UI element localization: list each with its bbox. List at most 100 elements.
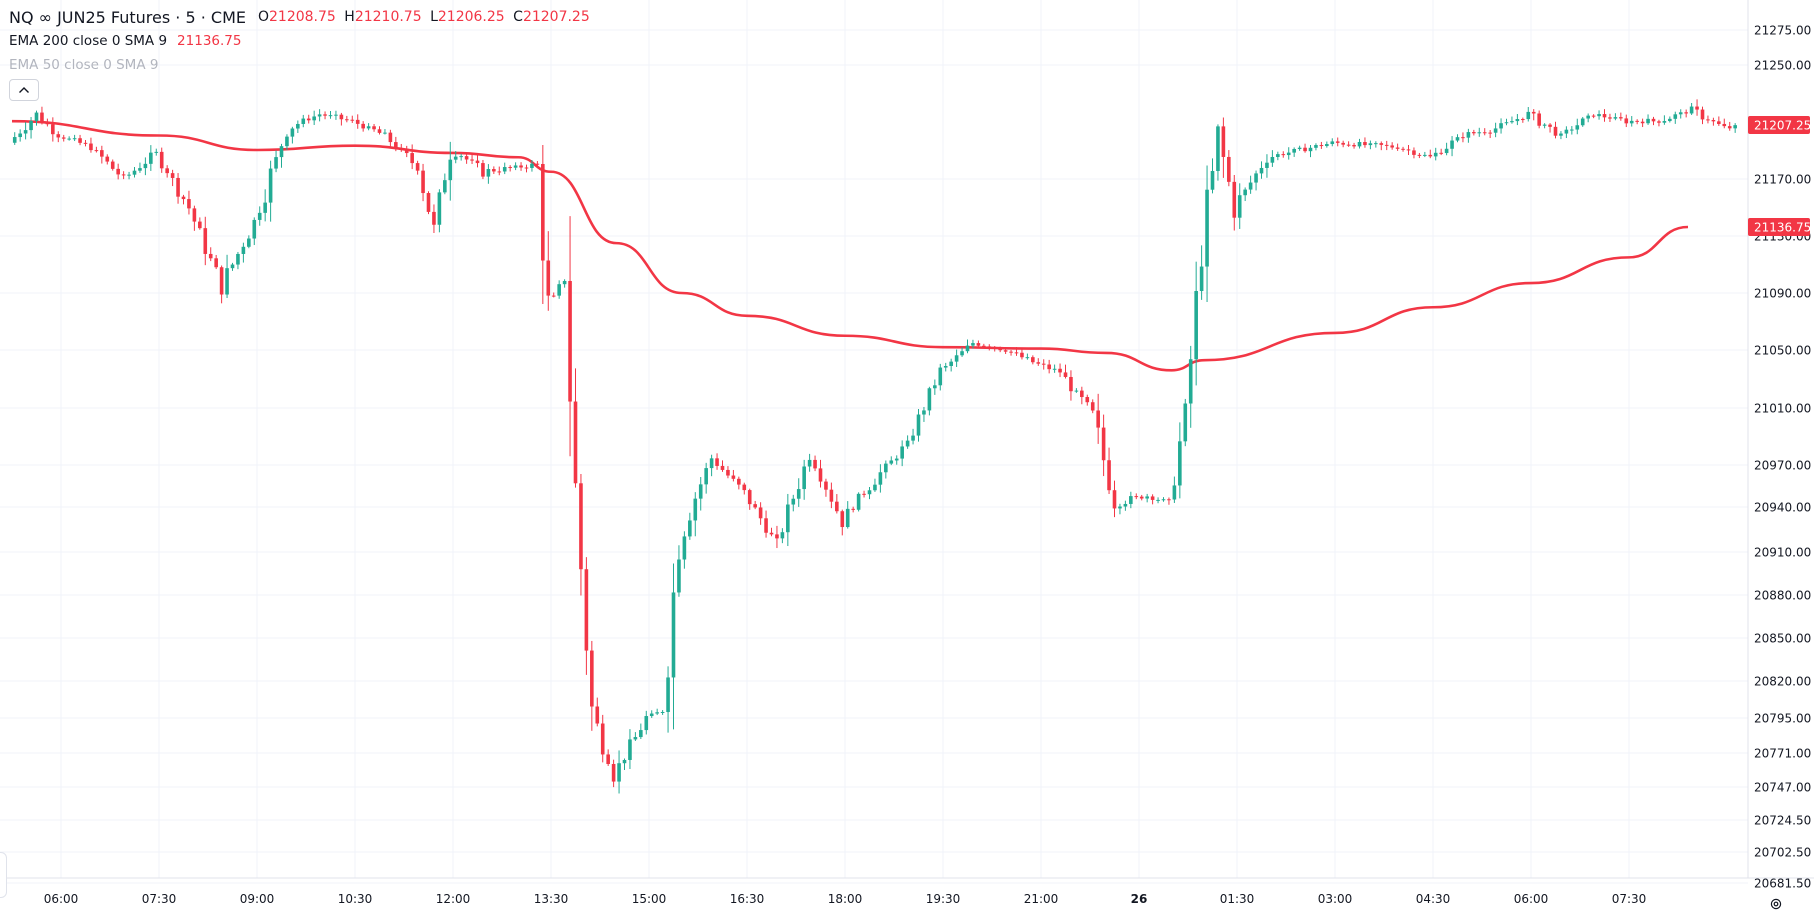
candle-body [247, 238, 251, 247]
candle [1711, 117, 1716, 126]
candle [83, 139, 88, 147]
candle [355, 114, 360, 129]
candle-body [824, 481, 828, 490]
close-label: C [513, 9, 523, 25]
left-panel-handle[interactable] [0, 852, 7, 898]
price-tick-label: 21090.00 [1754, 287, 1811, 301]
indicator-name-hidden[interactable]: EMA 50 close 0 SMA 9 [9, 57, 159, 73]
candle [176, 173, 180, 204]
candle-body [1711, 120, 1716, 122]
candle-body [34, 112, 39, 121]
candle [1243, 187, 1247, 202]
candle [274, 150, 278, 173]
candle-body [236, 253, 240, 265]
candle-body [1134, 496, 1139, 498]
indicator-row-ema50[interactable]: EMA 50 close 0 SMA 9 [9, 53, 590, 77]
candle-body [1472, 132, 1476, 134]
candle [1695, 99, 1699, 116]
candle-body [649, 713, 654, 717]
candle [328, 111, 333, 119]
candle [704, 462, 708, 494]
candle [764, 510, 768, 538]
candle [143, 157, 148, 176]
candle-body [1096, 410, 1100, 428]
time-axis[interactable]: 06:00 07:30 09:00 10:30 12:00 13:30 15:00 16:30… [0, 877, 1814, 906]
symbol-row[interactable]: NQ ∞ JUN25 Futures · 5 · CME O21208.75 H… [9, 5, 590, 29]
candles [12, 99, 1737, 794]
candle-body [296, 123, 300, 129]
candle-body [758, 507, 763, 519]
candle [448, 141, 453, 201]
candle-body [1515, 119, 1520, 122]
candle-body [214, 258, 218, 268]
collapse-legend-button[interactable] [9, 79, 39, 101]
candle-body [1504, 122, 1509, 124]
candle-body [1276, 154, 1280, 158]
candle-body [306, 118, 311, 121]
candle-body [399, 148, 404, 150]
candle [1384, 140, 1389, 151]
candle-body [508, 167, 512, 169]
candle-body [252, 219, 257, 239]
candle-body [1123, 503, 1128, 507]
candle [1319, 141, 1324, 149]
candle [1335, 137, 1340, 147]
candle-body [1684, 112, 1688, 114]
candle [976, 340, 981, 348]
candle [464, 153, 469, 164]
price-tick-label: 20724.50 [1754, 814, 1811, 828]
candle-body [176, 177, 180, 197]
candle [737, 476, 741, 490]
candle [1504, 118, 1509, 126]
candle-body [61, 137, 66, 139]
candle [317, 109, 322, 122]
chart-settings-button[interactable] [1765, 893, 1787, 915]
candle [263, 189, 267, 222]
candle-body [1080, 390, 1084, 398]
candle-body [1009, 351, 1013, 353]
candle-body [45, 122, 50, 125]
candle [709, 454, 714, 477]
candle [437, 189, 442, 233]
candle-body [900, 446, 904, 459]
candle [971, 339, 975, 349]
candle [399, 143, 404, 152]
candle-body [584, 569, 589, 651]
candle-body [1363, 142, 1367, 146]
candle-body [1700, 109, 1705, 120]
candle-body [1477, 132, 1482, 134]
candle-body [1733, 125, 1737, 129]
candle-body [1433, 152, 1438, 157]
candle-body [1461, 137, 1465, 139]
candle [252, 217, 257, 246]
time-tick-label: 09:00 [240, 892, 275, 906]
candle [530, 159, 534, 172]
candle-body [1662, 121, 1667, 123]
price-tick-label: 20681.50 [1754, 877, 1811, 891]
candle [1461, 132, 1465, 143]
time-tick-label: 13:30 [534, 892, 569, 906]
candle [1684, 109, 1688, 118]
candle-body [1423, 154, 1427, 156]
candle [1521, 117, 1525, 123]
candle [1635, 119, 1639, 125]
candle-body [933, 385, 937, 389]
indicator-row-ema200[interactable]: EMA 200 close 0 SMA 9 21136.75 [9, 29, 590, 53]
candle-body [1069, 376, 1073, 392]
indicator-name[interactable]: EMA 200 close 0 SMA 9 [9, 33, 168, 49]
candle-body [105, 156, 110, 162]
price-axis[interactable]: 21275.0021250.0021170.0021130.0021090.00… [1747, 0, 1811, 891]
candle-body [611, 763, 616, 782]
candle [513, 162, 518, 171]
symbol-title[interactable]: NQ ∞ JUN25 Futures · 5 · CME [9, 7, 246, 27]
candle-body [1297, 147, 1302, 149]
candle-body [89, 143, 93, 151]
candle [443, 173, 447, 195]
price-tick-label: 20702.50 [1754, 846, 1811, 860]
candle [1259, 161, 1264, 179]
candle [1292, 147, 1296, 157]
candle [1406, 144, 1411, 156]
candle-body [40, 112, 44, 123]
